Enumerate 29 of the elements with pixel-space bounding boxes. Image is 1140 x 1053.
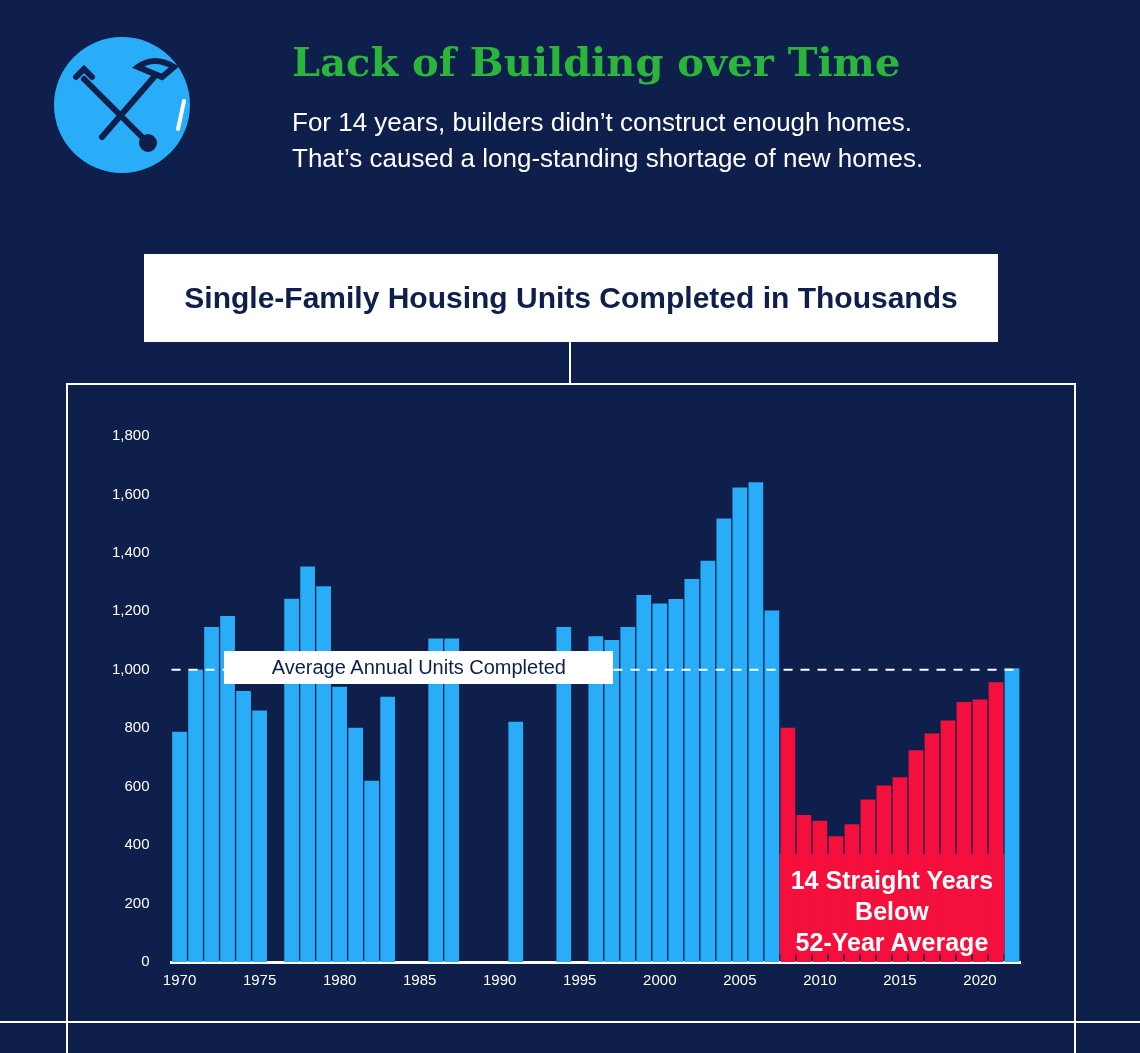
x-tick-label: 1980 [322,971,357,989]
y-tick-label: 0 [141,952,150,970]
label-box: Average Annual Units Completed [224,650,614,684]
x-tick-label: 2020 [963,971,997,989]
x-tick-label: 1985 [402,971,437,989]
y-tick-label: 1,200 [111,601,150,619]
y-tick-label: 1,800 [111,426,150,444]
y-tick-label: 400 [124,835,150,853]
text: Single-Family Housing Units Completed in Thousands [144,254,998,342]
chart-title: Lack of Building over Time [292,38,901,85]
x-tick-label: 2005 [723,971,757,989]
x-tick-label: 2000 [643,971,677,989]
y-tick-label: 600 [124,776,150,794]
y-tick-label: 1,400 [111,543,150,561]
y-tick-label: 200 [124,893,150,911]
bar [508,721,524,962]
y-tick-label: 800 [124,718,150,736]
y-tick-label: 1,600 [111,484,150,502]
bar [1004,668,1020,962]
chart-subtitle: For 14 years, builders didn’t construct enough homes. That’s caused a long-standing shortage of new homes. [292,106,924,175]
x-tick-label: 1970 [162,971,197,989]
annotation: 14 Straight Years Below 52-Year Average [790,865,994,956]
x-tick-label: 1995 [563,971,597,989]
x-tick-label: 2010 [803,971,837,989]
y-tick-label: 1,000 [111,659,150,677]
x-tick-label: 1975 [242,971,277,989]
x-tick-label: 1990 [483,971,517,989]
x-tick-label: 2015 [883,971,917,989]
bar [764,610,780,962]
